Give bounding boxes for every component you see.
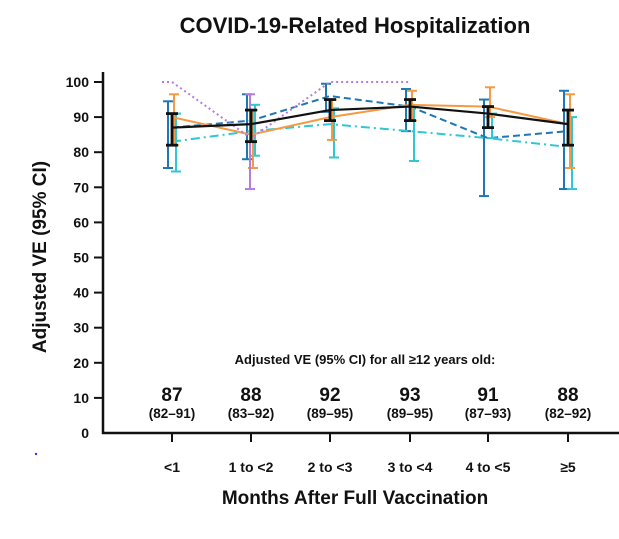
series-all-12-and-older	[166, 98, 574, 147]
series-line	[171, 105, 569, 129]
annotation-ci: (82–91)	[149, 406, 196, 421]
y-tick-label: 30	[73, 320, 89, 336]
series-group	[162, 81, 577, 198]
y-tick-label: 50	[73, 250, 89, 266]
annotation-ci: (89–95)	[387, 406, 434, 421]
series-line	[171, 103, 569, 136]
x-tick-label: 1 to <2	[229, 459, 274, 475]
y-tick-label: 100	[66, 74, 90, 90]
annotation-ci: (89–95)	[307, 406, 354, 421]
y-tick-label: 20	[73, 355, 89, 371]
annotation-value: 92	[319, 385, 340, 406]
x-tick-label: ≥5	[560, 459, 576, 475]
axes: 0 10 20 30 40 50 60 70 80 90 100 <1 1 to <2 2 to <3 3 …	[66, 72, 619, 475]
series-line	[171, 95, 569, 140]
x-axis-title: Months After Full Vaccination	[222, 488, 488, 509]
y-axis-title: Adjusted VE (95% CI)	[30, 161, 51, 353]
series-line	[171, 123, 569, 148]
annotation-value: 88	[240, 385, 261, 406]
annotation-ci: (82–92)	[545, 406, 592, 421]
x-tick-label: 2 to <3	[308, 459, 353, 475]
y-tick-label: 60	[73, 214, 89, 230]
annotation-ci: (87–93)	[465, 406, 512, 421]
annotation-value: 88	[557, 385, 578, 406]
x-tick-label: <1	[164, 459, 180, 475]
annotation-heading: Adjusted VE (95% CI) for all ≥12 years o…	[235, 352, 496, 367]
annotation-ci: (83–92)	[228, 406, 275, 421]
series-orange-solid	[169, 86, 575, 169]
annotation-value: 93	[399, 385, 420, 406]
x-tick-label: 3 to <4	[388, 459, 433, 475]
chart-title: COVID-19-Related Hospitalization	[180, 13, 531, 38]
annotation-value: 91	[477, 385, 499, 406]
x-tick-label: 4 to <5	[466, 459, 511, 475]
stray-dot	[34, 452, 38, 456]
y-tick-label: 0	[81, 425, 89, 441]
y-tick-label: 90	[73, 109, 89, 125]
y-tick-label: 80	[73, 144, 89, 160]
annotation-values: 87(82–91)88(83–92)92(89–95)93(89–95)91(8…	[149, 385, 592, 421]
y-tick-label: 10	[73, 390, 89, 406]
series-purple-dotted	[162, 81, 410, 191]
y-tick-label: 70	[73, 179, 89, 195]
annotation-value: 87	[161, 385, 182, 406]
y-tick-label: 40	[73, 285, 89, 301]
